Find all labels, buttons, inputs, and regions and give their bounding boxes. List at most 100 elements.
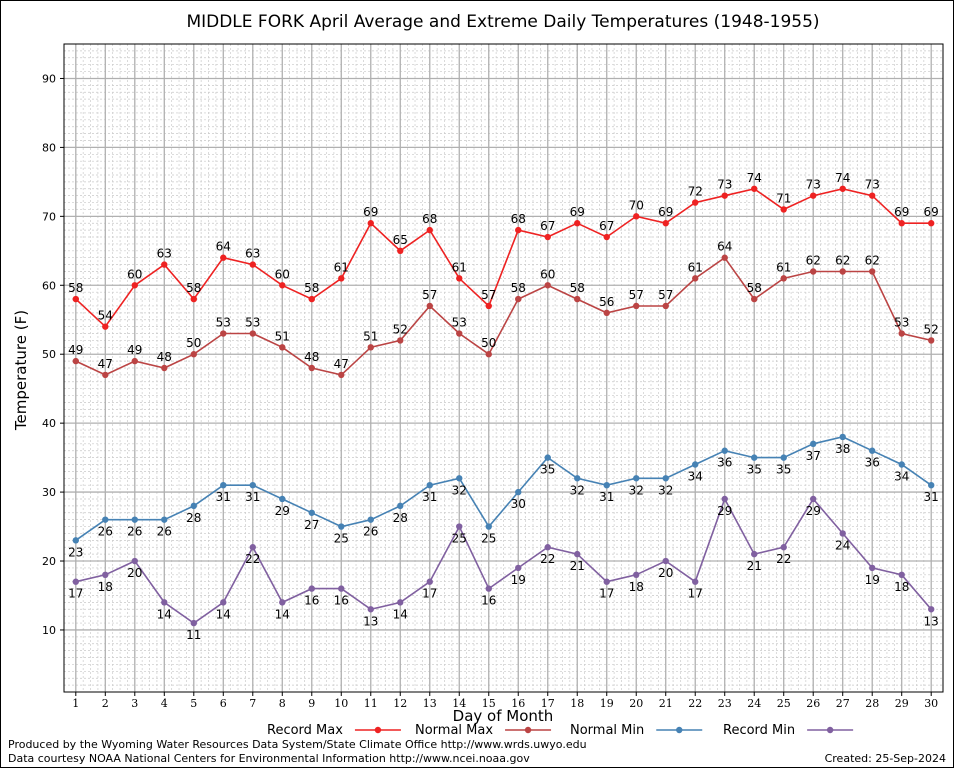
x-tick-label: 7 bbox=[249, 697, 256, 710]
data-point bbox=[279, 282, 286, 289]
data-label: 34 bbox=[688, 470, 703, 484]
y-tick-label: 60 bbox=[42, 279, 56, 292]
data-label: 64 bbox=[717, 240, 732, 254]
data-point bbox=[633, 213, 640, 220]
data-label: 26 bbox=[157, 525, 172, 539]
data-label: 14 bbox=[393, 607, 408, 621]
data-label: 58 bbox=[186, 281, 201, 295]
data-label: 74 bbox=[747, 171, 762, 185]
data-point bbox=[131, 357, 138, 365]
data-point bbox=[869, 564, 876, 572]
x-tick-label: 24 bbox=[747, 697, 761, 710]
data-point bbox=[839, 433, 846, 441]
data-label: 30 bbox=[511, 497, 526, 511]
data-label: 47 bbox=[98, 357, 113, 371]
data-label: 73 bbox=[717, 178, 732, 192]
data-point bbox=[338, 585, 345, 592]
data-point bbox=[603, 481, 610, 489]
data-label: 54 bbox=[98, 309, 113, 323]
data-label: 21 bbox=[570, 559, 585, 573]
data-point bbox=[190, 502, 197, 510]
x-tick-label: 15 bbox=[482, 697, 496, 710]
data-point bbox=[279, 495, 286, 503]
data-point bbox=[662, 557, 669, 565]
data-point bbox=[249, 481, 256, 489]
data-point bbox=[898, 220, 905, 227]
data-point bbox=[367, 220, 374, 227]
data-label: 57 bbox=[658, 288, 673, 302]
x-tick-label: 20 bbox=[629, 697, 643, 710]
data-label: 25 bbox=[334, 532, 349, 546]
data-label: 58 bbox=[570, 281, 585, 295]
data-point bbox=[603, 578, 610, 585]
data-label: 53 bbox=[894, 316, 909, 330]
data-label: 29 bbox=[806, 504, 821, 518]
data-label: 13 bbox=[924, 614, 939, 628]
data-point bbox=[839, 268, 846, 275]
data-label: 32 bbox=[629, 483, 644, 497]
data-label: 16 bbox=[481, 594, 496, 608]
legend-label: Normal Max bbox=[415, 723, 493, 738]
data-point bbox=[810, 495, 817, 503]
data-label: 24 bbox=[835, 538, 850, 552]
data-point bbox=[249, 330, 256, 337]
data-label: 73 bbox=[865, 178, 880, 192]
data-point bbox=[633, 302, 640, 310]
data-label: 48 bbox=[304, 350, 319, 364]
y-tick-label: 40 bbox=[42, 417, 56, 430]
x-tick-label: 27 bbox=[836, 697, 850, 710]
data-label: 68 bbox=[511, 212, 526, 226]
x-tick-label: 29 bbox=[895, 697, 909, 710]
data-label: 20 bbox=[127, 566, 142, 580]
data-label: 22 bbox=[776, 552, 791, 566]
data-label: 17 bbox=[599, 587, 614, 601]
x-tick-label: 28 bbox=[865, 697, 879, 710]
data-label: 26 bbox=[127, 525, 142, 539]
data-point bbox=[544, 544, 551, 551]
data-label: 25 bbox=[481, 532, 496, 546]
x-axis-label: Day of Month bbox=[453, 707, 554, 725]
data-label: 19 bbox=[865, 573, 880, 587]
data-point bbox=[898, 330, 905, 337]
data-point bbox=[485, 585, 492, 592]
data-point bbox=[338, 275, 345, 282]
chart-title: MIDDLE FORK April Average and Extreme Da… bbox=[186, 12, 819, 32]
data-label: 19 bbox=[511, 573, 526, 587]
data-point bbox=[190, 619, 197, 627]
data-point bbox=[367, 606, 374, 613]
data-point bbox=[131, 516, 138, 523]
data-label: 49 bbox=[68, 343, 83, 357]
data-point bbox=[426, 578, 433, 585]
data-point bbox=[102, 516, 109, 523]
data-label: 14 bbox=[216, 607, 231, 621]
data-point bbox=[751, 454, 758, 461]
series-line-record-min bbox=[75, 497, 932, 625]
data-point bbox=[898, 571, 905, 579]
data-point bbox=[515, 488, 522, 496]
data-point bbox=[928, 606, 935, 613]
x-tick-label: 30 bbox=[924, 697, 938, 710]
data-label: 72 bbox=[688, 185, 703, 199]
data-label: 26 bbox=[363, 525, 378, 539]
x-tick-label: 23 bbox=[718, 697, 732, 710]
data-label: 17 bbox=[422, 587, 437, 601]
data-label: 57 bbox=[481, 288, 496, 302]
data-point bbox=[692, 461, 699, 468]
y-tick-label: 20 bbox=[42, 555, 56, 568]
data-point bbox=[633, 571, 640, 579]
data-label: 28 bbox=[186, 511, 201, 525]
data-point bbox=[249, 261, 256, 268]
data-point bbox=[544, 454, 551, 461]
data-label: 68 bbox=[422, 212, 437, 226]
data-label: 52 bbox=[393, 322, 408, 336]
data-label: 16 bbox=[304, 594, 319, 608]
series-line-normal-min bbox=[75, 436, 932, 541]
data-point bbox=[220, 330, 227, 337]
data-label: 26 bbox=[98, 525, 113, 539]
data-label: 60 bbox=[540, 267, 555, 281]
footer-produced-by: Produced by the Wyoming Water Resources … bbox=[8, 738, 587, 751]
x-tick-label: 21 bbox=[659, 697, 673, 710]
data-label: 63 bbox=[157, 247, 172, 261]
